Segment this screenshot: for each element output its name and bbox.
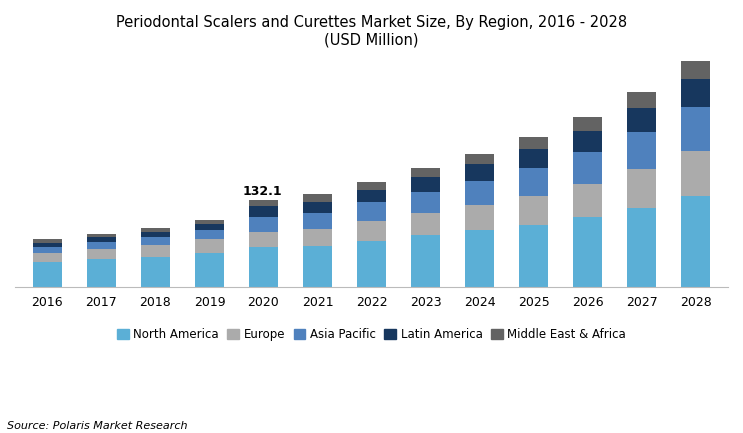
Bar <box>519 137 548 149</box>
Bar <box>195 239 224 253</box>
Text: Source: Polaris Market Research: Source: Polaris Market Research <box>7 421 188 431</box>
Bar <box>464 154 494 165</box>
Bar <box>519 225 548 287</box>
Bar <box>573 184 603 217</box>
Bar <box>627 92 656 108</box>
Bar <box>33 253 62 262</box>
Bar <box>140 232 170 237</box>
Legend: North America, Europe, Asia Pacific, Latin America, Middle East & Africa: North America, Europe, Asia Pacific, Lat… <box>112 323 631 346</box>
Bar <box>357 221 386 241</box>
Bar <box>302 213 332 229</box>
Bar <box>573 217 603 287</box>
Bar <box>681 151 710 196</box>
Bar <box>33 262 62 287</box>
Bar <box>140 227 170 232</box>
Bar <box>627 108 656 132</box>
Bar <box>249 217 279 232</box>
Text: 132.1: 132.1 <box>242 185 282 198</box>
Bar <box>357 190 386 202</box>
Bar <box>464 205 494 230</box>
Bar <box>87 237 116 242</box>
Bar <box>195 230 224 239</box>
Bar <box>573 152 603 184</box>
Bar <box>681 61 710 79</box>
Bar <box>140 237 170 245</box>
Bar <box>464 230 494 287</box>
Bar <box>573 116 603 131</box>
Bar <box>249 232 279 247</box>
Title: Periodontal Scalers and Curettes Market Size, By Region, 2016 - 2028
(USD Millio: Periodontal Scalers and Curettes Market … <box>116 15 627 47</box>
Bar <box>627 207 656 287</box>
Bar <box>627 169 656 207</box>
Bar <box>33 247 62 253</box>
Bar <box>87 259 116 287</box>
Bar <box>411 236 441 287</box>
Bar <box>627 132 656 169</box>
Bar <box>411 177 441 192</box>
Bar <box>195 253 224 287</box>
Bar <box>195 220 224 224</box>
Bar <box>249 200 279 206</box>
Bar <box>195 224 224 230</box>
Bar <box>519 149 548 168</box>
Bar <box>302 246 332 287</box>
Bar <box>464 181 494 205</box>
Bar <box>519 168 548 196</box>
Bar <box>681 107 710 151</box>
Bar <box>573 131 603 152</box>
Bar <box>140 257 170 287</box>
Bar <box>519 196 548 225</box>
Bar <box>87 242 116 249</box>
Bar <box>411 213 441 236</box>
Bar <box>249 247 279 287</box>
Bar <box>140 245 170 257</box>
Bar <box>249 206 279 217</box>
Bar <box>33 243 62 247</box>
Bar <box>357 241 386 287</box>
Bar <box>464 165 494 181</box>
Bar <box>357 182 386 190</box>
Bar <box>357 202 386 221</box>
Bar <box>411 168 441 177</box>
Bar <box>681 79 710 107</box>
Bar <box>87 234 116 237</box>
Bar <box>681 196 710 287</box>
Bar <box>302 202 332 213</box>
Bar <box>411 192 441 213</box>
Bar <box>87 249 116 259</box>
Bar <box>302 194 332 202</box>
Bar <box>33 239 62 243</box>
Bar <box>302 229 332 246</box>
